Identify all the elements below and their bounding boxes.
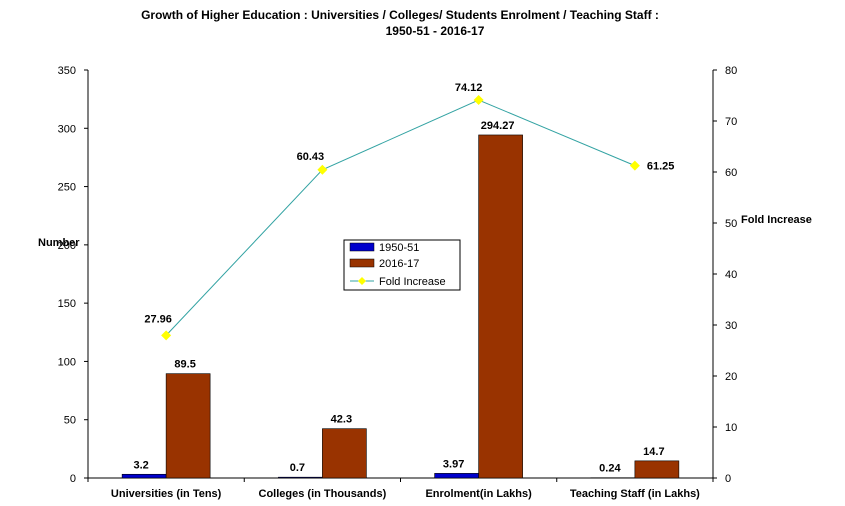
x-category-label: Teaching Staff (in Lakhs) [570,488,700,500]
y-tick-label: 150 [58,298,76,310]
y2-tick-label: 50 [725,218,737,230]
bar-value-label: 3.2 [133,459,148,471]
bar-2016-17 [165,373,211,479]
chart-subtitle: 1950-51 - 2016-17 [386,24,485,38]
bar-2016-17 [322,428,367,479]
legend-swatch-1950-51 [349,242,375,252]
x-category-label: Universities (in Tens) [111,488,222,500]
bar-2016-17 [634,460,680,479]
bar-value-label: 42.3 [331,414,352,426]
y2-tick-label: 10 [725,422,737,434]
x-category-label: Colleges (in Thousands) [259,488,387,500]
bar-value-label: 294.27 [481,120,515,132]
y2-tick-label: 70 [725,116,737,128]
y2-tick-label: 30 [725,320,737,332]
bar-2016-17 [478,134,523,479]
fold-increase-value-label: 61.25 [647,161,675,173]
y-tick-label: 200 [58,240,76,252]
fold-increase-marker [629,160,640,171]
y-tick-label: 300 [58,123,76,135]
legend-label-fold-increase: Fold Increase [379,276,446,288]
bar-1950-51 [121,473,167,479]
bar-1950-51 [434,473,479,479]
bar-value-label: 89.5 [174,359,195,371]
fold-increase-value-label: 27.96 [144,313,172,325]
fold-increase-value-label: 74.12 [455,82,483,94]
y-tick-label: 250 [58,182,76,194]
bar-1950-51 [278,476,323,479]
bar-value-label: 0.24 [599,463,621,475]
y-axis-label: Number [38,237,80,249]
y-tick-label: 100 [58,356,76,368]
fold-increase-value-label: 60.43 [297,151,325,163]
y2-tick-label: 60 [725,167,737,179]
y-tick-label: 0 [70,473,76,485]
y-tick-label: 50 [64,415,76,427]
legend-swatch-2016-17 [349,258,375,268]
legend: 1950-51 2016-17 Fold Increase [343,239,461,291]
y2-tick-label: 20 [725,371,737,383]
y-tick-label: 350 [58,65,76,77]
y2-tick-label: 40 [725,269,737,281]
fold-increase-marker [317,164,328,175]
y2-tick-label: 80 [725,65,737,77]
y2-axis-label: Fold Increase [741,214,812,226]
fold-increase-marker [161,330,172,341]
plot-area: 0 50 100 150 200 250 300 350 0 10 20 30 40 50 60 70 80 3.… [58,65,738,500]
y2-tick-label: 0 [725,473,731,485]
fold-increase-marker [473,94,484,105]
bar-value-label: 0.7 [290,462,305,474]
x-category-label: Enrolment(in Lakhs) [425,488,532,500]
bar-value-label: 3.97 [443,458,464,470]
chart-title: Growth of Higher Education : Universitie… [141,8,659,22]
bar-value-label: 14.7 [643,446,664,458]
fold-increase-line [165,99,636,336]
legend-label-1950-51: 1950-51 [379,242,419,254]
legend-marker-fold-increase [358,277,366,285]
legend-label-2016-17: 2016-17 [379,258,419,270]
